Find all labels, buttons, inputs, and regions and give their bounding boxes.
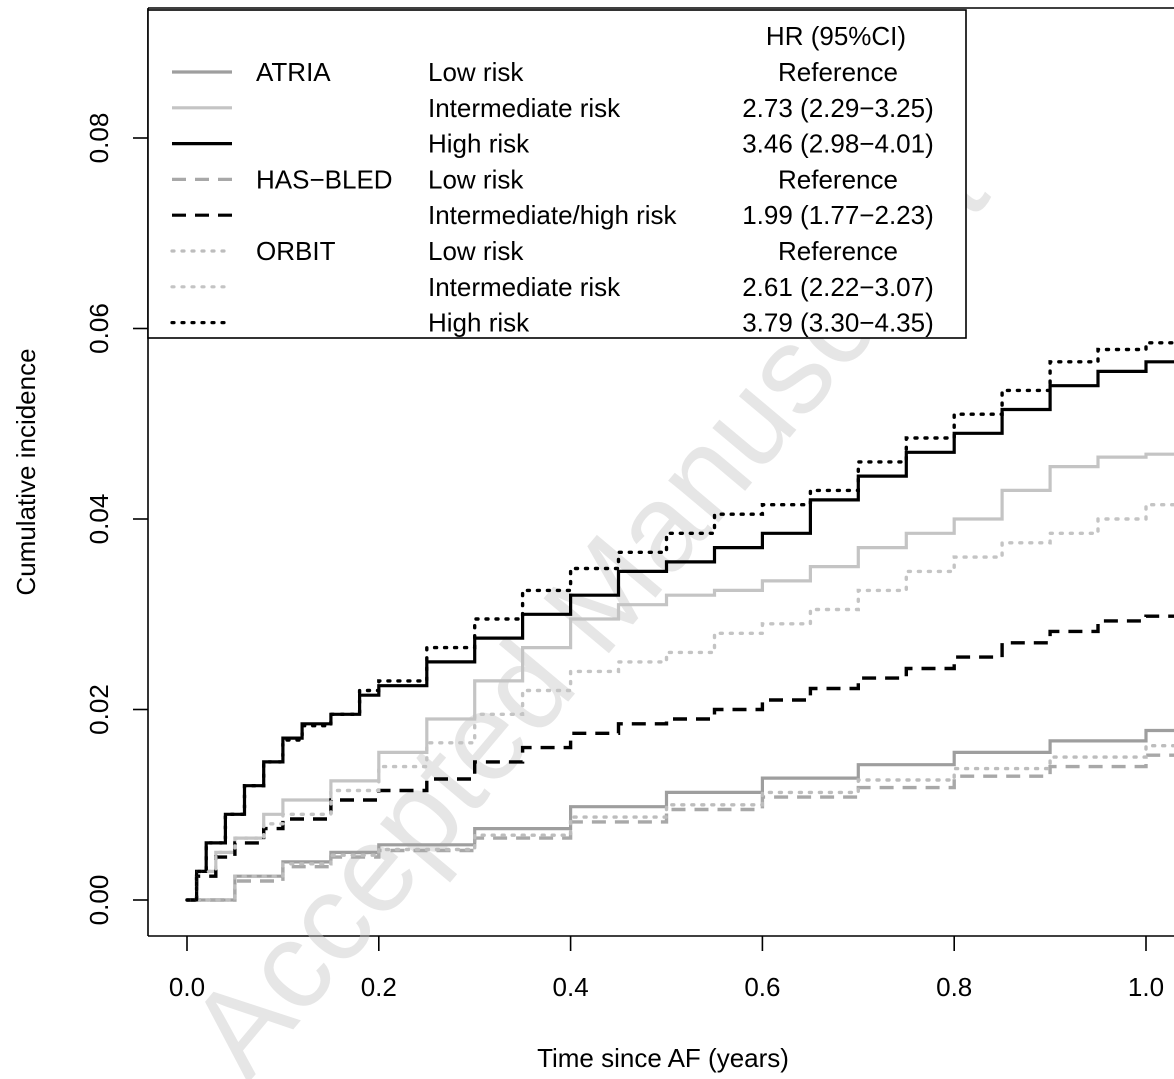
series-line-5: [185, 744, 1174, 902]
x-tick-label: 0.0: [169, 972, 205, 1002]
legend: HR (95%CI) ATRIA Low risk Reference Interme…: [147, 9, 967, 339]
legend-hr: 2.73 (2.29−3.25): [742, 93, 934, 123]
series-line-3: [187, 753, 1174, 902]
legend-hr: Reference: [778, 236, 898, 266]
y-axis-label: Cumulative incidence: [11, 348, 41, 595]
legend-hr: 3.79 (3.30−4.35): [742, 308, 934, 338]
legend-hr: 2.61 (2.22−3.07): [742, 272, 934, 302]
legend-rows: ATRIA Low risk Reference Intermediate risk 2…: [170, 57, 934, 338]
legend-score: ORBIT: [256, 236, 336, 266]
series-line-4: [187, 614, 1174, 902]
x-tick-label: 0.4: [553, 972, 589, 1002]
legend-group: Low risk: [428, 236, 524, 266]
legend-group: High risk: [428, 129, 530, 159]
legend-hr: Reference: [778, 57, 898, 87]
y-tick-label: 0.04: [84, 494, 114, 545]
y-axis: 0.00 0.02 0.04 0.06 0.08: [84, 113, 148, 926]
x-tick-label: 1.0: [1128, 972, 1164, 1002]
x-tick-label: 0.6: [744, 972, 780, 1002]
y-tick-label: 0.02: [84, 684, 114, 735]
series-line-6: [185, 503, 1174, 902]
series-line-1: [187, 452, 1174, 902]
legend-header: HR (95%CI): [766, 21, 906, 51]
y-tick-label: 0.06: [84, 303, 114, 354]
series-line-7: [185, 341, 1174, 902]
legend-score: ATRIA: [256, 57, 331, 87]
y-tick-label: 0.08: [84, 113, 114, 164]
legend-box: [147, 9, 967, 339]
legend-group: Intermediate/high risk: [428, 200, 678, 230]
y-tick-label: 0.00: [84, 875, 114, 926]
legend-hr: 3.46 (2.98−4.01): [742, 129, 934, 159]
legend-group: Intermediate risk: [428, 272, 621, 302]
x-axis-label: Time since AF (years): [537, 1043, 789, 1073]
x-tick-label: 0.8: [936, 972, 972, 1002]
legend-group: High risk: [428, 308, 530, 338]
x-tick-label: 0.2: [361, 972, 397, 1002]
legend-hr: Reference: [778, 164, 898, 194]
series-layer: [185, 341, 1174, 902]
legend-group: Intermediate risk: [428, 93, 621, 123]
legend-hr: 1.99 (1.77−2.23): [742, 200, 934, 230]
legend-score: HAS−BLED: [256, 164, 393, 194]
x-axis: 0.0 0.2 0.4 0.6 0.8 1.0: [169, 936, 1164, 1002]
legend-group: Low risk: [428, 164, 524, 194]
legend-group: Low risk: [428, 57, 524, 87]
